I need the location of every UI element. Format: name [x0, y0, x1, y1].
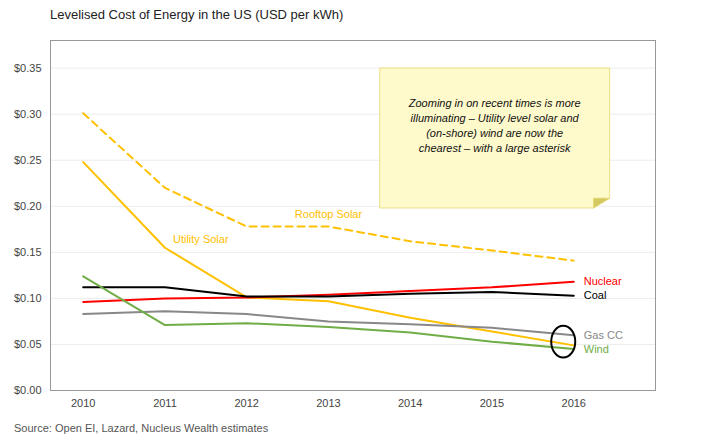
- html-text:Levelised Cost of Energy in th: Levelised Cost of Energy in the US (USD …: [50, 7, 344, 22]
- svg-text:Coal: Coal: [584, 289, 607, 301]
- svg-text:Nuclear: Nuclear: [584, 275, 622, 287]
- svg-text:2015: 2015: [480, 397, 504, 409]
- svg-text:$0.35: $0.35: [14, 62, 42, 74]
- svg-text:Rooftop Solar: Rooftop Solar: [295, 208, 363, 220]
- svg-text:$0.15: $0.15: [14, 246, 42, 258]
- html-text:Source: Open EI, Lazard, Nucle: Source: Open EI, Lazard, Nucleus Wealth …: [14, 422, 269, 434]
- svg-text:2016: 2016: [562, 397, 586, 409]
- svg-text:$0.20: $0.20: [14, 200, 42, 212]
- svg-text:$0.30: $0.30: [14, 108, 42, 120]
- svg-text:2013: 2013: [316, 397, 340, 409]
- svg-text:2010: 2010: [71, 397, 95, 409]
- svg-text:Wind: Wind: [584, 343, 609, 355]
- svg-text:$0.00: $0.00: [14, 384, 42, 396]
- svg-text:Utility Solar: Utility Solar: [173, 233, 229, 245]
- svg-text:2014: 2014: [398, 397, 422, 409]
- svg-text:$0.10: $0.10: [14, 292, 42, 304]
- svg-text:Gas CC: Gas CC: [584, 329, 623, 341]
- svg-text:$0.25: $0.25: [14, 154, 42, 166]
- svg-text:2011: 2011: [153, 397, 177, 409]
- svg-text:Zooming in on recent times is: Zooming in on recent times is moreillumi…: [408, 97, 581, 154]
- svg-text:2012: 2012: [234, 397, 258, 409]
- svg-text:$0.05: $0.05: [14, 338, 42, 350]
